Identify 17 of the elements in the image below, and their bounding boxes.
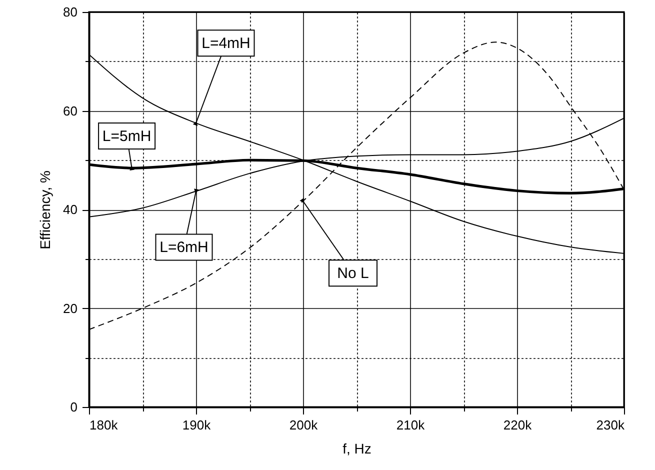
x-tick-label: 230k — [596, 418, 625, 432]
series-label: L=5mH — [102, 128, 152, 146]
text: L=4mH — [202, 35, 250, 52]
y-axis-title: Efficiency, % — [37, 170, 54, 250]
y-tick-label: 40 — [63, 202, 78, 217]
text: L=6mH — [160, 239, 208, 256]
text: No L — [337, 265, 369, 282]
y-tick-label: 0 — [70, 400, 78, 414]
x-tick-label: 220k — [503, 418, 532, 432]
x-tick-label: 200k — [289, 418, 318, 432]
x-tick-label: 210k — [396, 418, 426, 432]
x-tick-label: 180k — [90, 418, 118, 432]
x-axis-title: f, Hz — [342, 440, 372, 456]
y-tick-label: 20 — [63, 300, 78, 316]
y-tick-label: 60 — [63, 103, 78, 118]
y-tick-label: 80 — [63, 4, 78, 20]
x-tick-label: 190k — [182, 418, 212, 432]
